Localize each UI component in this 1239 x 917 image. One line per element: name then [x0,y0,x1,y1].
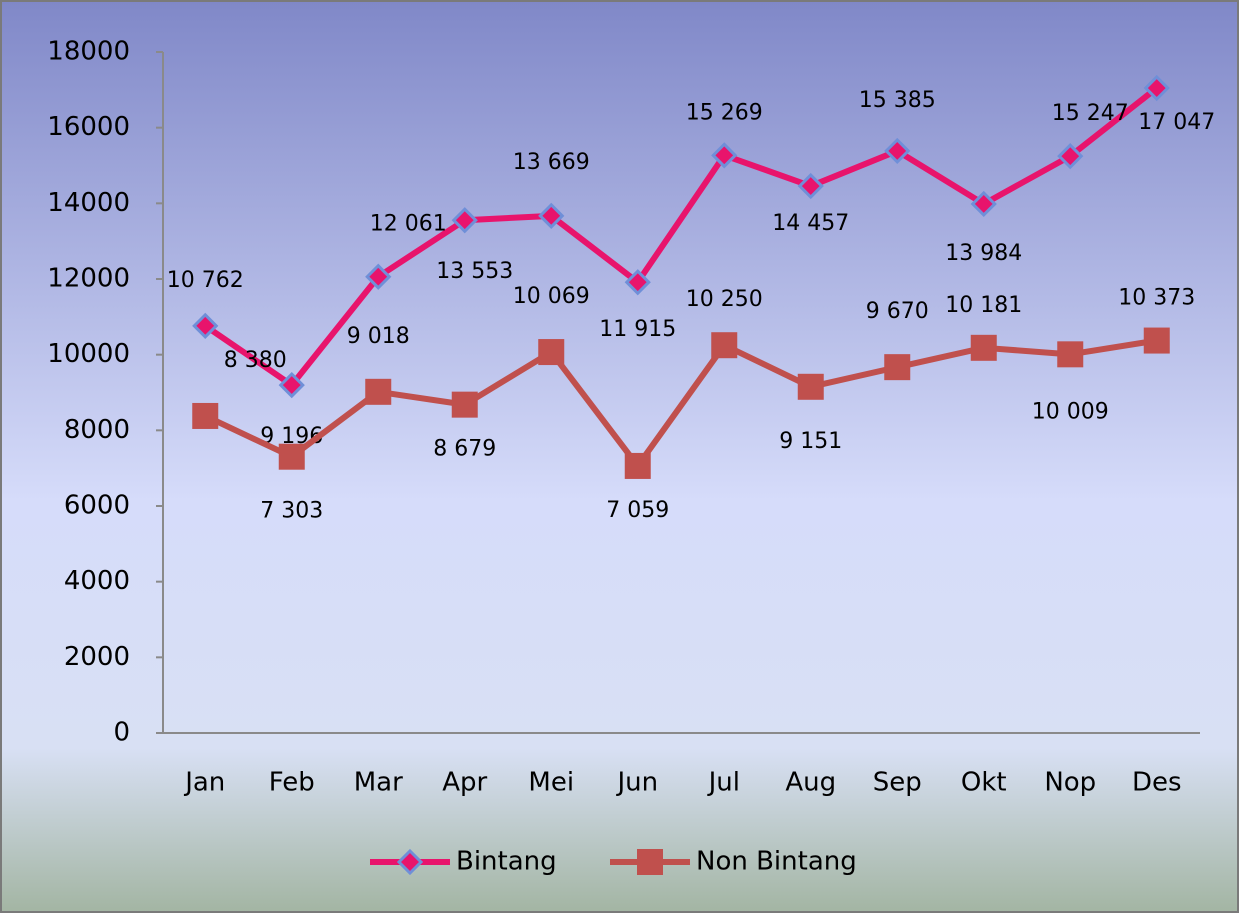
marker [192,312,219,339]
y-tick-label: 4000 [64,566,130,596]
x-tick-label: Jul [707,768,740,798]
y-tick-label: 0 [113,718,130,748]
y-tick-label: 14000 [47,188,130,218]
data-label: 11 915 [599,317,676,342]
marker [538,339,565,366]
data-label: 8 679 [433,437,496,462]
marker [970,190,997,218]
x-tick-label: Mei [528,768,574,798]
x-tick-label: Apr [442,768,487,798]
marker [884,354,911,381]
marker [624,452,651,479]
data-label: 10 009 [1032,399,1109,424]
marker [365,378,392,405]
y-tick-label: 12000 [47,264,130,294]
x-tick-label: Aug [785,768,836,798]
marker [451,207,478,234]
data-label: 9 670 [866,299,929,324]
data-label: 10 762 [167,268,244,293]
data-label: 10 250 [686,287,763,312]
data-label: 10 181 [945,293,1022,318]
x-tick-label: Sep [873,768,922,798]
x-tick-label: Jan [183,768,225,798]
x-tick-label: Jun [615,768,658,798]
data-label: 13 984 [945,241,1022,266]
legend-marker [396,848,424,876]
data-label: 15 247 [1052,101,1129,126]
series-line [203,337,1158,469]
data-label: 9 151 [779,429,842,454]
marker [970,334,997,361]
y-tick-label: 16000 [47,112,130,142]
data-label: 14 457 [772,211,849,236]
data-label: 13 553 [436,259,513,284]
x-tick-label: Okt [961,768,1007,798]
data-label: 13 669 [513,150,590,175]
y-tick-label: 2000 [64,642,130,672]
marker [1057,341,1084,368]
marker [797,373,824,400]
series-line [203,85,1159,389]
marker [797,172,824,200]
data-label: 8 380 [224,348,287,373]
marker [1143,74,1170,102]
data-label: 17 047 [1138,110,1215,135]
data-label: 9 018 [347,324,410,349]
marker [711,332,738,359]
data-label: 7 303 [260,499,323,524]
legend-marker [637,849,663,875]
data-label: 7 059 [606,498,669,523]
legend-label: Non Bintang [696,847,857,877]
data-label: 12 061 [370,212,447,237]
marker [192,402,219,429]
x-tick-label: Des [1132,768,1182,798]
x-tick-label: Nop [1044,768,1096,798]
marker [1143,327,1170,354]
data-label: 15 269 [686,100,763,125]
marker [278,443,305,470]
x-tick-label: Feb [269,768,315,798]
x-tick-label: Mar [354,768,403,798]
marker [538,202,565,229]
marker [365,263,392,290]
legend-label: Bintang [456,847,557,877]
data-label: 10 069 [513,284,590,309]
data-label: 10 373 [1118,286,1195,311]
y-tick-label: 6000 [64,491,130,521]
data-label: 15 385 [859,88,936,113]
y-tick-label: 18000 [47,37,130,67]
y-tick-label: 10000 [47,339,130,369]
y-tick-label: 8000 [64,415,130,445]
marker [451,391,478,418]
marker [624,269,651,296]
marker [1057,143,1084,170]
marker [884,137,911,165]
marker [278,371,305,399]
marker [711,142,738,169]
